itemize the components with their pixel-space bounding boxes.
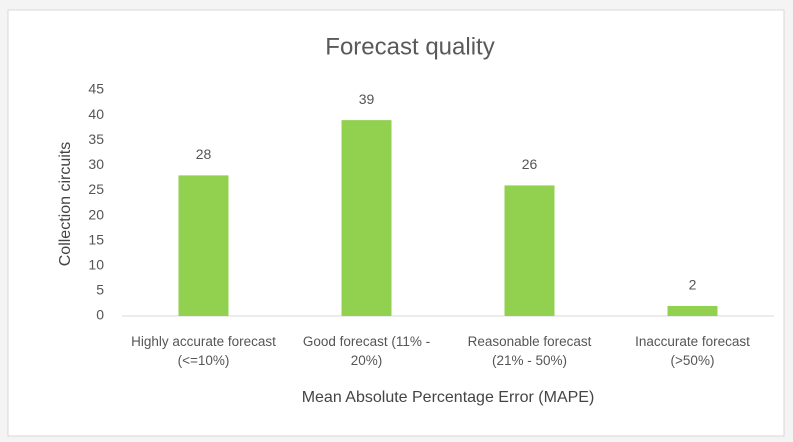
x-axis-title: Mean Absolute Percentage Error (MAPE) — [302, 389, 595, 406]
chart-frame — [7, 9, 785, 437]
x-tick-label: Highly accurate forecast (<=10%) — [131, 334, 276, 368]
bar — [341, 120, 392, 316]
data-label: 2 — [689, 277, 697, 293]
bar — [504, 185, 555, 316]
data-label: 26 — [522, 156, 538, 172]
y-tick-label: 20 — [88, 206, 104, 222]
data-label: 28 — [196, 146, 212, 162]
chart-title: Forecast quality — [325, 33, 494, 60]
x-tick-label: Inaccurate forecast (>50%) — [635, 334, 750, 368]
x-tick-label: Reasonable forecast (21% - 50%) — [467, 334, 592, 368]
y-tick-label: 40 — [88, 106, 104, 122]
y-tick-label: 30 — [88, 156, 104, 172]
y-tick-label: 45 — [88, 81, 104, 97]
x-tick-label: Good forecast (11% - 20%) — [302, 334, 431, 368]
y-tick-label: 25 — [88, 181, 104, 197]
y-tick-label: 10 — [88, 256, 104, 272]
data-label: 39 — [359, 91, 375, 107]
y-tick-label: 35 — [88, 131, 104, 147]
bar — [667, 305, 718, 316]
y-tick-label: 5 — [96, 282, 104, 298]
bar — [178, 175, 229, 316]
y-axis-title: Collection circuits — [57, 142, 74, 266]
y-tick-label: 15 — [88, 231, 104, 247]
y-tick-label: 0 — [96, 307, 104, 323]
